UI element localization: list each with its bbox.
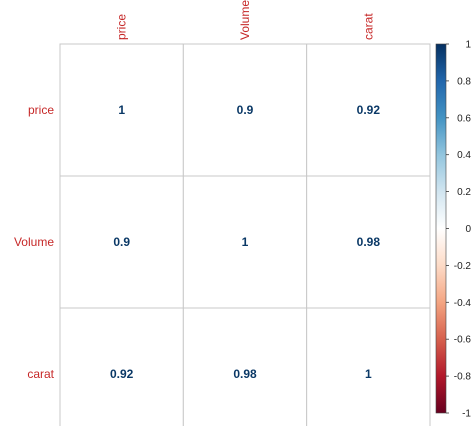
color-legend-tick-label: 0.4	[457, 150, 471, 161]
row-label: Volume	[14, 235, 54, 249]
column-label: Volume	[238, 0, 252, 40]
cell-value-label: 1	[365, 367, 372, 381]
color-legend-ticks: 1 0.8 0.6 0.4 0.2 0 -0.2 -0.4 -0.6 -0.8 -1	[446, 40, 471, 420]
cell-value-label: 0.92	[110, 367, 134, 381]
cell-value-label: 1	[118, 103, 125, 117]
matrix-cell	[306, 43, 431, 177]
column-labels: price Volume carat	[115, 0, 376, 40]
color-legend-tick-label: -0.8	[454, 372, 472, 383]
matrix-cell	[59, 175, 184, 309]
cell-value-label: 0.92	[357, 103, 381, 117]
color-legend-tick-label: -1	[462, 409, 471, 420]
column-label: carat	[361, 13, 375, 40]
matrix-cells	[59, 43, 431, 426]
row-label: price	[28, 103, 54, 117]
matrix-cell	[59, 307, 184, 426]
color-legend-tick-label: 0.2	[457, 187, 471, 198]
color-legend-tick-label: 0.6	[457, 113, 471, 124]
cell-value-label: 0.9	[237, 103, 254, 117]
color-legend-tick-label: -0.4	[454, 298, 472, 309]
row-labels: price Volume carat	[14, 103, 55, 381]
color-legend-tick-label: 0.8	[457, 76, 471, 87]
row-label: carat	[27, 367, 54, 381]
matrix-cell	[59, 43, 184, 177]
matrix-cell	[182, 175, 308, 309]
cell-value-labels: 1 0.9 0.92 0.9 1 0.98 0.92 0.98 1	[110, 103, 380, 381]
color-legend-tick-label: 0	[465, 224, 471, 235]
matrix-cell	[182, 43, 308, 177]
color-legend-tick-label: -0.6	[454, 335, 472, 346]
matrix-cell	[306, 307, 431, 426]
column-label: price	[115, 14, 129, 40]
cell-value-label: 0.9	[113, 235, 130, 249]
matrix-cell	[306, 175, 431, 309]
color-legend: 1 0.8 0.6 0.4 0.2 0 -0.2 -0.4 -0.6 -0.8 -1	[435, 40, 471, 420]
cell-value-label: 0.98	[233, 367, 257, 381]
cell-value-label: 1	[242, 235, 249, 249]
color-legend-bar	[435, 43, 447, 414]
color-legend-tick-label: 1	[465, 40, 471, 51]
color-legend-tick-label: -0.2	[454, 261, 472, 272]
cell-value-label: 0.98	[357, 235, 381, 249]
